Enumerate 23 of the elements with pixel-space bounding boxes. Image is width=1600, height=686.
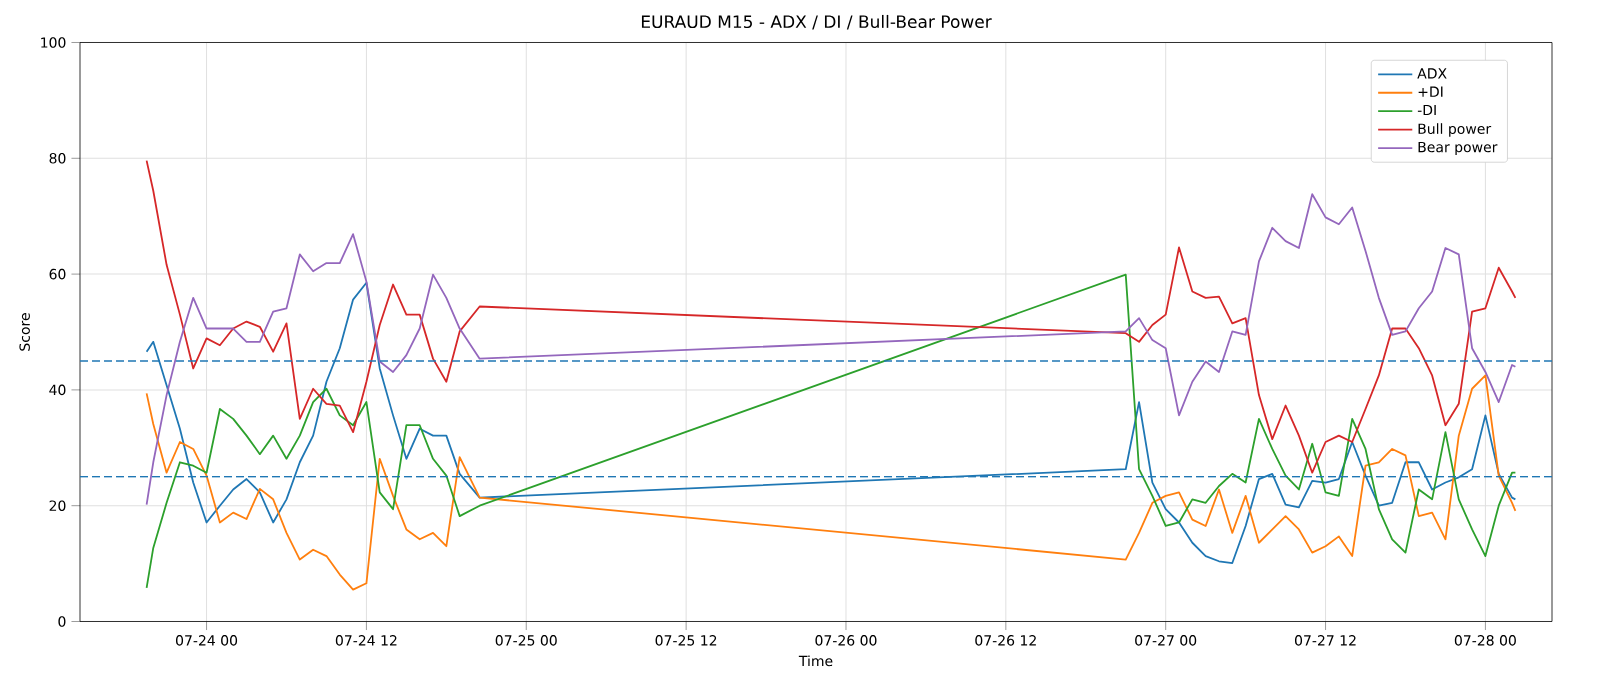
x-tick-label: 07-25 00: [495, 635, 557, 646]
y-tick-label: 60: [49, 268, 66, 280]
y-tick-label: 80: [49, 153, 66, 164]
x-tick-label: 07-27 00: [1135, 635, 1197, 646]
legend-label: +DI: [1418, 86, 1443, 97]
y-axis-title: Score: [19, 313, 30, 351]
legend-label: Bear power: [1418, 141, 1498, 156]
x-tick-label: 07-28 00: [1454, 635, 1516, 646]
x-tick-label: 07-24 12: [335, 635, 397, 646]
y-tick-label: 0: [58, 616, 66, 627]
y-tick-label: 100: [41, 37, 66, 48]
x-tick-label: 07-26 00: [815, 635, 877, 646]
x-tick-label: 07-26 12: [975, 635, 1036, 646]
legend-label: -DI: [1417, 104, 1436, 116]
x-tick-label: 07-27 12: [1294, 635, 1356, 646]
x-axis-title: Time: [798, 655, 833, 667]
x-tick-label: 07-25 12: [655, 635, 717, 646]
y-tick-label: 40: [49, 384, 66, 396]
legend-label: ADX: [1417, 68, 1447, 79]
chart-title: EURAUD M15 - ADX / DI / Bull-Bear Power: [641, 14, 992, 30]
y-tick-label: 20: [49, 500, 66, 511]
x-tick-label: 07-24 00: [175, 635, 238, 646]
legend-label: Bull power: [1418, 123, 1492, 137]
